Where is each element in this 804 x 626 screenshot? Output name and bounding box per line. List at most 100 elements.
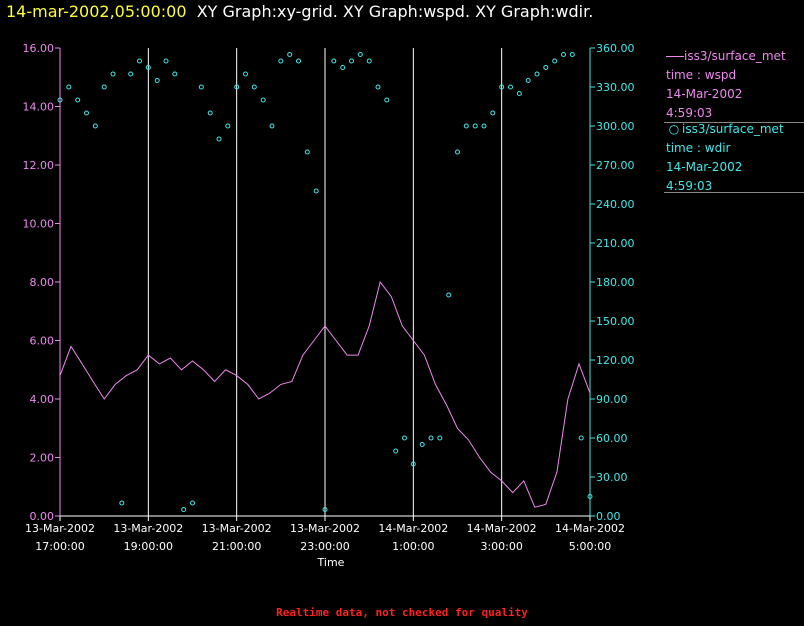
wdir-point (304, 149, 310, 155)
wdir-point (296, 58, 301, 64)
wdir-point (207, 110, 213, 116)
wdir-point (525, 78, 531, 83)
legend-source: iss3/surface_met (682, 122, 784, 136)
right-tick-label: 180.00 (596, 276, 635, 289)
wdir-point (516, 91, 522, 96)
left-tick-label: 6.00 (30, 335, 55, 348)
wdir-point (402, 435, 407, 441)
wdir-point (66, 84, 72, 90)
wdir-point (154, 78, 160, 83)
wdir-point (260, 97, 266, 103)
right-tick-label: 270.00 (596, 159, 635, 172)
right-tick-label: 330.00 (596, 81, 635, 94)
x-tick-date: 14-Mar-2002 (555, 522, 625, 535)
legend-entry-wspd: iss3/surface_met time : wspd 14-Mar-2002… (666, 47, 786, 123)
wspd-line (59, 280, 591, 508)
title-graphs: XY Graph:xy-grid. XY Graph:wspd. XY Grap… (196, 2, 594, 21)
right-tick-label: 60.00 (596, 432, 628, 445)
wdir-point (463, 123, 469, 129)
x-tick-date: 13-Mar-2002 (290, 522, 360, 535)
legend-time: 4:59:03 (666, 179, 713, 193)
legend-var: time : wdir (666, 141, 731, 155)
legend-date: 14-Mar-2002 (666, 160, 743, 174)
x-tick-date: 13-Mar-2002 (25, 522, 95, 535)
left-tick-label: 10.00 (23, 218, 55, 231)
title-time: 14-mar-2002,05:00:00 (6, 2, 187, 21)
wdir-point (172, 71, 178, 77)
x-tick-date: 13-Mar-2002 (202, 522, 272, 535)
x-tick-date: 14-Mar-2002 (378, 522, 448, 535)
wdir-point (163, 58, 169, 64)
wdir-point (357, 52, 363, 57)
right-tick-label: 90.00 (596, 393, 628, 406)
wdir-point (181, 507, 187, 512)
wdir-point (587, 494, 593, 499)
left-tick-label: 16.00 (23, 42, 55, 55)
wdir-point (92, 123, 98, 129)
x-tick-time: 21:00:00 (212, 540, 261, 553)
wdir-point (216, 136, 222, 142)
wdir-point (375, 84, 381, 90)
wdir-point (101, 84, 107, 90)
wdir-point (110, 71, 116, 77)
left-tick-label: 0.00 (30, 510, 55, 523)
x-axis-label: Time (317, 556, 345, 569)
right-tick-label: 210.00 (596, 237, 635, 250)
right-tick-label: 300.00 (596, 120, 635, 133)
left-tick-label: 12.00 (23, 159, 55, 172)
x-tick-time: 19:00:00 (124, 540, 173, 553)
wdir-point (578, 435, 584, 441)
wdir-point (410, 461, 416, 467)
legend-divider (664, 122, 804, 123)
right-tick-label: 150.00 (596, 315, 635, 328)
line-marker-icon (666, 56, 684, 57)
wdir-point (84, 110, 89, 116)
wdir-point (419, 442, 425, 447)
wdir-point (75, 97, 81, 103)
wdir-point (349, 58, 354, 64)
x-tick-time: 1:00:00 (392, 540, 434, 553)
legend-date: 14-Mar-2002 (666, 87, 743, 101)
wdir-point (128, 71, 134, 77)
wdir-point (366, 58, 372, 64)
wdir-point (455, 149, 460, 155)
legend-entry-wdir: ○ iss3/surface_met time : wdir 14-Mar-200… (666, 120, 784, 196)
wdir-point (481, 123, 487, 129)
wdir-point (243, 71, 248, 77)
right-tick-label: 30.00 (596, 471, 628, 484)
wdir-point (543, 65, 549, 70)
wdir-point (569, 52, 575, 57)
wdir-point (119, 500, 125, 506)
x-tick-date: 13-Mar-2002 (113, 522, 183, 535)
wdir-point (508, 84, 513, 90)
wdir-point (287, 52, 293, 57)
quality-notice: Realtime data, not checked for quality (276, 606, 528, 619)
wdir-point (437, 435, 443, 441)
left-tick-label: 8.00 (30, 276, 55, 289)
circle-marker-icon: ○ (668, 122, 680, 136)
right-tick-label: 240.00 (596, 198, 635, 211)
wdir-point (57, 97, 63, 103)
wdir-point (251, 84, 257, 90)
wdir-point (428, 435, 434, 441)
title-bar: 14-mar-2002,05:00:00 XY Graph:xy-grid. X… (6, 2, 593, 21)
wdir-point (145, 65, 151, 70)
legend-source: iss3/surface_met (684, 49, 786, 63)
right-tick-label: 360.00 (596, 42, 635, 55)
grid-lines (147, 48, 503, 516)
right-tick-label: 0.00 (596, 510, 621, 523)
wdir-point (190, 500, 195, 506)
right-tick-label: 120.00 (596, 354, 635, 367)
legend-divider (664, 192, 804, 193)
wdir-point (490, 110, 496, 116)
legend-var: time : wspd (666, 68, 737, 82)
series-wspd (59, 280, 591, 508)
left-tick-label: 4.00 (30, 393, 55, 406)
right-axis-ticks: 0.00 30.00 60.00 90.00 120.00 150.00 180.00 210… (590, 42, 635, 523)
wdir-point (393, 448, 399, 454)
wdir-point (137, 58, 142, 64)
wdir-point (278, 58, 284, 64)
x-tick-date: 14-Mar-2002 (467, 522, 537, 535)
wdir-point (234, 84, 240, 90)
